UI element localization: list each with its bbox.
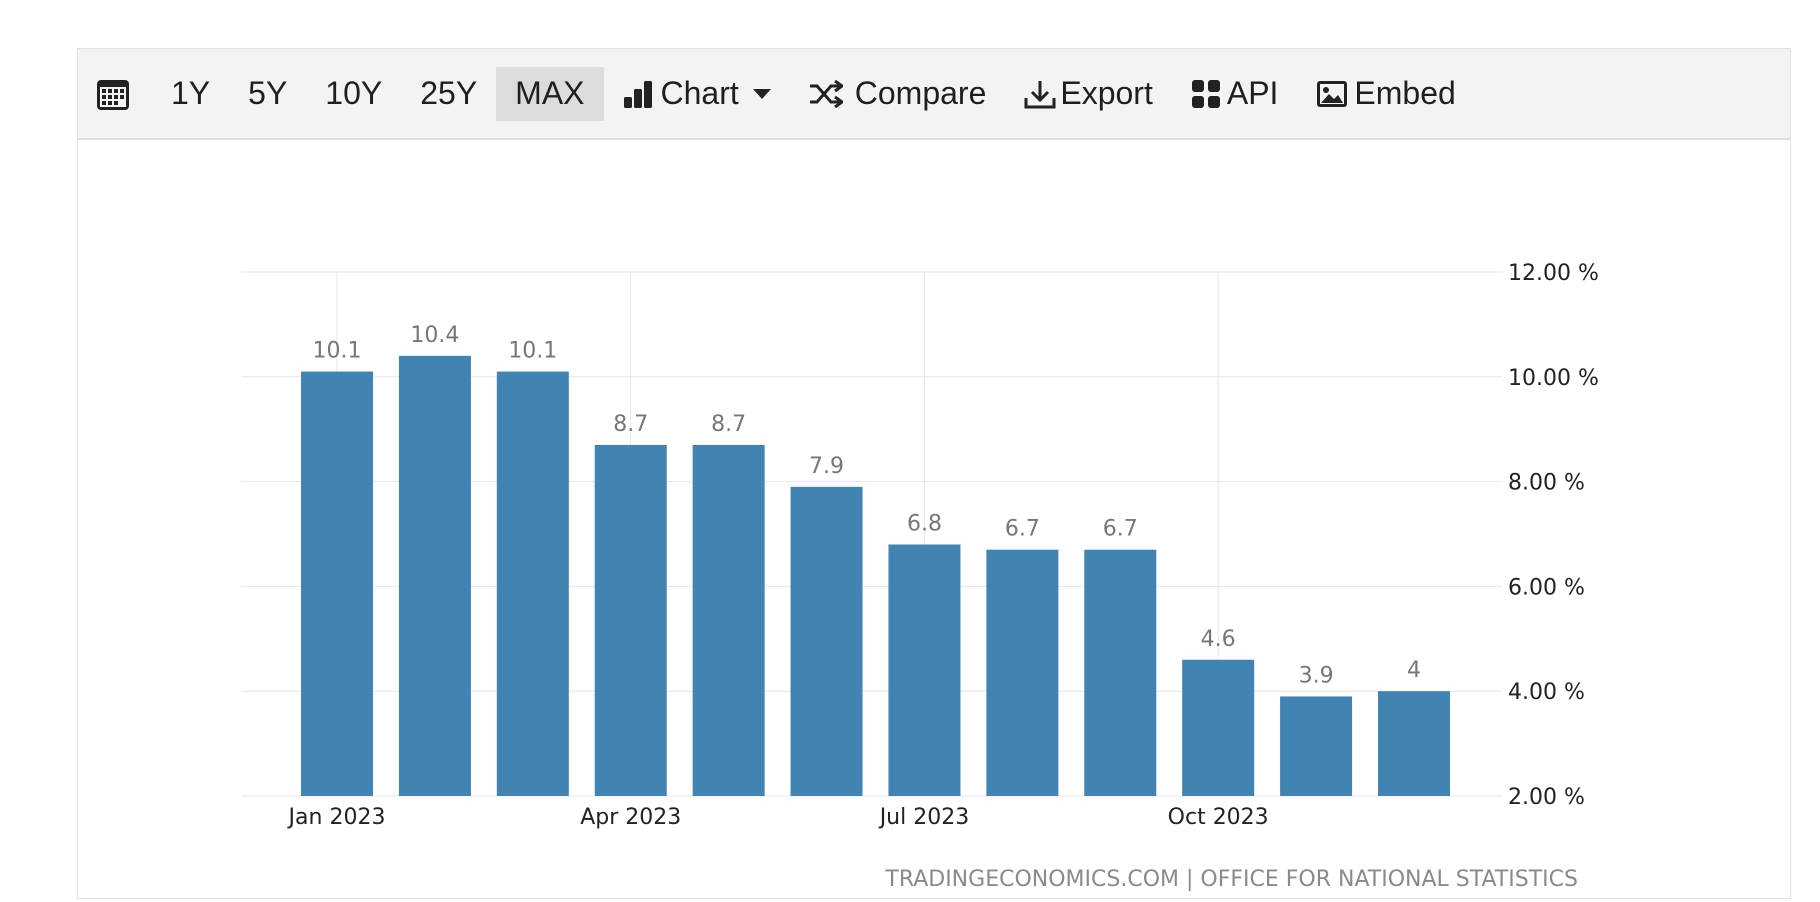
bar [1280, 696, 1353, 796]
range-1y-button[interactable]: 1Y [171, 75, 211, 111]
bar-chart: 10.1 10.4 10.1 8.7 8.7 7.9 6.8 6.7 6.7 4.6 3.9 4 2.… [241, 261, 1599, 892]
embed-label: Embed [1354, 75, 1456, 111]
bars [301, 355, 1450, 796]
data-label: 10.1 [313, 339, 362, 364]
y-tick-label: 10.00 % [1508, 366, 1599, 391]
data-label: 6.8 [907, 511, 942, 536]
bar [1378, 691, 1450, 796]
data-label: 10.1 [508, 339, 557, 364]
compare-label: Compare [854, 75, 987, 111]
image-icon [1317, 80, 1348, 107]
bar [986, 549, 1059, 796]
bar [496, 371, 569, 796]
y-tick-label: 8.00 % [1508, 471, 1585, 496]
api-label: API [1226, 75, 1279, 111]
shuffle-icon [809, 79, 843, 108]
export-label: Export [1060, 75, 1153, 111]
data-label: 8.7 [711, 412, 746, 437]
y-tick-label: 6.00 % [1508, 575, 1585, 600]
chevron-down-icon [752, 88, 771, 99]
data-label: 6.7 [1103, 517, 1138, 542]
x-axis: Jan 2023 Apr 2023 Jul 2023 Oct 2023 [287, 805, 1269, 830]
embed-button[interactable]: Embed [1297, 67, 1474, 121]
calendar-button[interactable] [96, 67, 152, 121]
export-button[interactable]: Export [1005, 67, 1171, 121]
data-label: 10.4 [410, 323, 459, 348]
data-label: 3.9 [1299, 663, 1334, 688]
x-tick-label: Jul 2023 [878, 805, 970, 830]
bar [692, 444, 765, 796]
bar-chart-icon [623, 80, 652, 108]
api-button[interactable]: API [1172, 67, 1298, 121]
compare-button[interactable]: Compare [790, 67, 1006, 121]
source-credit: TRADINGECONOMICS.COM | OFFICE FOR NATION… [884, 867, 1578, 892]
y-tick-label: 4.00 % [1508, 680, 1585, 705]
y-axis: 2.00 % 4.00 % 6.00 % 8.00 % 10.00 % 12.00 % [1508, 261, 1599, 810]
x-tick-label: Apr 2023 [580, 805, 681, 830]
calendar-icon [97, 79, 129, 110]
chart-widget: 1Y 5Y 10Y 25Y MAX Chart Compare [77, 48, 1791, 899]
grid-apps-icon [1191, 79, 1220, 108]
bar [594, 444, 667, 796]
data-label: 7.9 [809, 454, 844, 479]
x-tick-label: Oct 2023 [1168, 805, 1269, 830]
y-tick-label: 2.00 % [1508, 785, 1585, 810]
bar [1084, 549, 1157, 796]
range-max-button[interactable]: MAX [496, 66, 604, 121]
data-label: 6.7 [1005, 517, 1040, 542]
chart-type-label: Chart [660, 75, 739, 111]
chart-area: 10.1 10.4 10.1 8.7 8.7 7.9 6.8 6.7 6.7 4.6 3.9 4 2.… [78, 140, 1790, 900]
download-icon [1024, 80, 1056, 108]
bar [790, 486, 863, 796]
chart-type-button[interactable]: Chart [604, 67, 790, 121]
x-tick-label: Jan 2023 [287, 805, 386, 830]
y-tick-label: 12.00 % [1508, 261, 1599, 286]
data-labels: 10.1 10.4 10.1 8.7 8.7 7.9 6.8 6.7 6.7 4.6 3.9 4 [313, 323, 1421, 689]
range-5y-button[interactable]: 5Y [248, 75, 288, 111]
data-label: 4 [1407, 658, 1421, 683]
bar [888, 544, 961, 796]
bar [1182, 659, 1255, 796]
data-label: 8.7 [613, 412, 648, 437]
range-10y-button[interactable]: 10Y [325, 75, 383, 111]
range-25y-button[interactable]: 25Y [420, 75, 478, 111]
chart-toolbar: 1Y 5Y 10Y 25Y MAX Chart Compare [78, 49, 1790, 140]
bar [301, 371, 373, 796]
data-label: 4.6 [1201, 627, 1236, 652]
bar [398, 355, 471, 796]
